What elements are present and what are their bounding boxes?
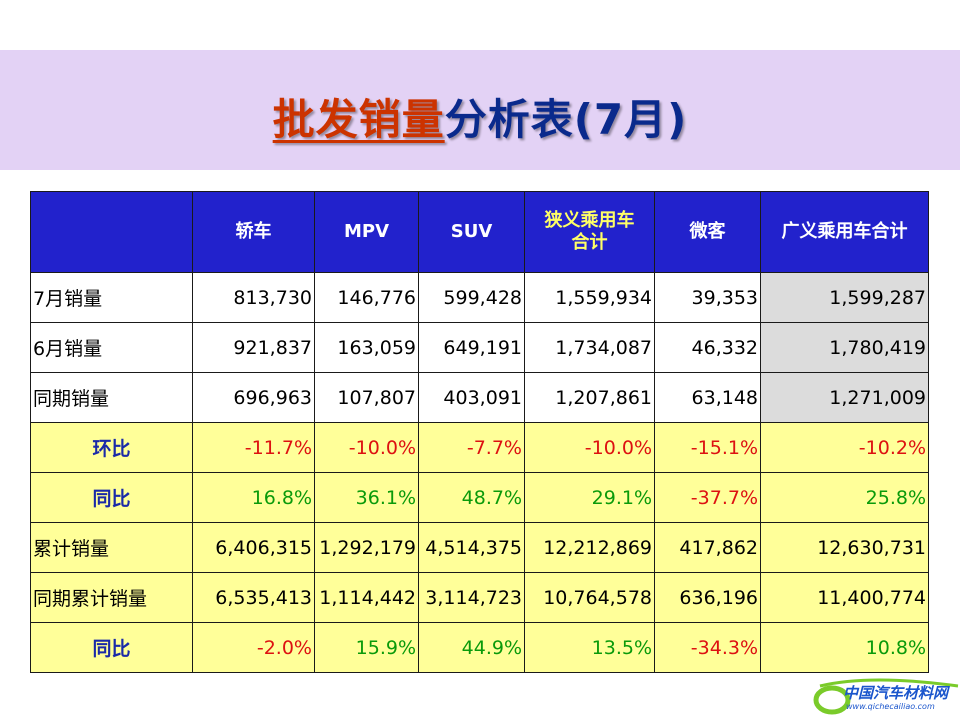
row-label: 同期销量 [30, 372, 193, 423]
row-label: 同期累计销量 [30, 572, 193, 623]
table-row: 7月销量 813,730 146,776 599,428 1,559,934 39,353… [30, 272, 929, 323]
table-cell: 6,535,413 [192, 572, 315, 623]
table-cell: 1,734,087 [524, 322, 655, 373]
table-cell: 1,292,179 [314, 522, 419, 573]
table-cell: 403,091 [418, 372, 525, 423]
header-suv: SUV [418, 191, 525, 273]
table-cell: -10.0% [314, 422, 419, 473]
table-cell: 36.1% [314, 472, 419, 523]
header-narrow-total-line1: 狭义乘用车 [544, 210, 635, 231]
table-cell: 1,207,861 [524, 372, 655, 423]
table-cell: -34.3% [654, 622, 761, 673]
table-cell: 649,191 [418, 322, 525, 373]
header-mpv: MPV [314, 191, 419, 273]
table-cell: 63,148 [654, 372, 761, 423]
table-cell: 13.5% [524, 622, 655, 673]
table-row: 同期销量 696,963 107,807 403,091 1,207,861 63,148… [30, 372, 929, 423]
table-cell: 1,599,287 [760, 272, 929, 323]
table-cell: 921,837 [192, 322, 315, 373]
table-row: 同期累计销量 6,535,413 1,114,442 3,114,723 10,764,… [30, 572, 929, 623]
table-cell: 4,514,375 [418, 522, 525, 573]
logo-ring [813, 685, 851, 715]
table-cell: -37.7% [654, 472, 761, 523]
table-cell: -10.0% [524, 422, 655, 473]
table-cell: 813,730 [192, 272, 315, 323]
row-label: 7月销量 [30, 272, 193, 323]
table-cell: 1,114,442 [314, 572, 419, 623]
title-part-1: 批发销量 [272, 95, 445, 144]
table-cell: 29.1% [524, 472, 655, 523]
title-banner [0, 50, 960, 170]
table-cell: 417,862 [654, 522, 761, 573]
watermark-logo [813, 678, 959, 715]
table-cell: 39,353 [654, 272, 761, 323]
table-row: 同比 -2.0% 15.9% 44.9% 13.5% -34.3% 10.8% [30, 622, 929, 673]
table-cell: 6,406,315 [192, 522, 315, 573]
header-broad-total: 广义乘用车合计 [760, 191, 929, 273]
table-cell: 3,114,723 [418, 572, 525, 623]
table-cell: 10,764,578 [524, 572, 655, 623]
table-cell: 46,332 [654, 322, 761, 373]
row-label: 6月销量 [30, 322, 193, 373]
table-cell: 1,559,934 [524, 272, 655, 323]
header-minivan: 微客 [654, 191, 761, 273]
table-cell: -11.7% [192, 422, 315, 473]
page-title: 批发销量分析表(7月) [0, 86, 960, 147]
row-label: 同比 [30, 472, 193, 523]
table-cell: 1,271,009 [760, 372, 929, 423]
table-cell: 1,780,419 [760, 322, 929, 373]
table-row: 环比 -11.7% -10.0% -7.7% -10.0% -15.1% -10.2% [30, 422, 929, 473]
table-cell: 12,630,731 [760, 522, 929, 573]
header-sedan: 轿车 [192, 191, 315, 273]
table-cell: -15.1% [654, 422, 761, 473]
row-label: 环比 [30, 422, 193, 473]
table-cell: 107,807 [314, 372, 419, 423]
table-row: 6月销量 921,837 163,059 649,191 1,734,087 46,332… [30, 322, 929, 373]
table-cell: 25.8% [760, 472, 929, 523]
table-cell: 12,212,869 [524, 522, 655, 573]
table-cell: 15.9% [314, 622, 419, 673]
header-narrow-total: 狭义乘用车 合计 [524, 191, 655, 273]
table-cell: -7.7% [418, 422, 525, 473]
table-cell: 44.9% [418, 622, 525, 673]
table-cell: 636,196 [654, 572, 761, 623]
watermark-name: 中国汽车材料网 [843, 684, 949, 702]
header-narrow-total-line2: 合计 [571, 232, 608, 253]
table-cell: 163,059 [314, 322, 419, 373]
sales-table: 轿车 MPV SUV 狭义乘用车 合计 微客 广义乘用车合计 7月销量 813,73… [30, 191, 929, 673]
table-cell: -2.0% [192, 622, 315, 673]
table-row: 同比 16.8% 36.1% 48.7% 29.1% -37.7% 25.8% [30, 472, 929, 523]
table-row: 累计销量 6,406,315 1,292,179 4,514,375 12,212,86… [30, 522, 929, 573]
row-label: 累计销量 [30, 522, 193, 573]
watermark-url: www.qichecailiao.com [846, 702, 935, 711]
logo-swoosh [819, 678, 959, 688]
header-row: 轿车 MPV SUV 狭义乘用车 合计 微客 广义乘用车合计 [30, 191, 929, 273]
title-part-2: 分析表(7月) [444, 95, 688, 144]
table-cell: 10.8% [760, 622, 929, 673]
table-cell: -10.2% [760, 422, 929, 473]
header-empty [30, 191, 193, 273]
row-label: 同比 [30, 622, 193, 673]
table-cell: 11,400,774 [760, 572, 929, 623]
table-cell: 599,428 [418, 272, 525, 323]
table-cell: 696,963 [192, 372, 315, 423]
table-cell: 146,776 [314, 272, 419, 323]
table-cell: 16.8% [192, 472, 315, 523]
table-cell: 48.7% [418, 472, 525, 523]
